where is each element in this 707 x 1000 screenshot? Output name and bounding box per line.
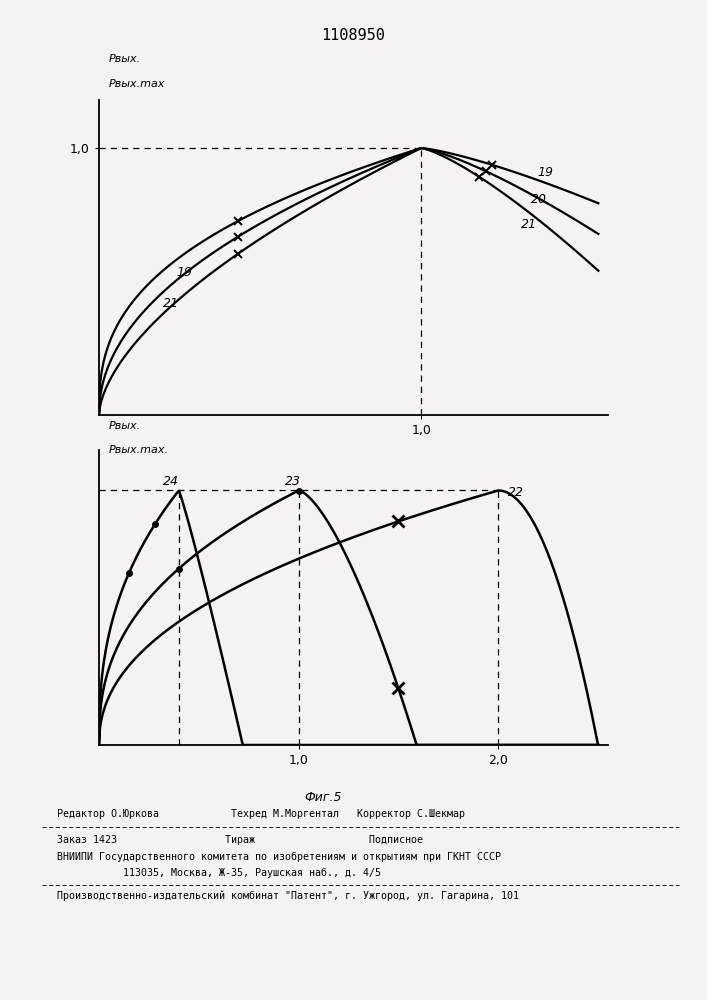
Text: 21: 21 [521,218,537,231]
Text: 23: 23 [285,475,300,488]
Text: Pвых.: Pвых. [109,54,141,64]
Text: Pвых.: Pвых. [109,421,141,431]
Text: 19: 19 [537,166,553,179]
Text: Заказ 1423                  Тираж                   Подписное: Заказ 1423 Тираж Подписное [57,835,423,845]
Text: 1108950: 1108950 [322,28,385,43]
Text: Pвых.max.: Pвых.max. [109,445,169,455]
Text: 21: 21 [163,297,180,310]
Text: Pвых.max: Pвых.max [109,79,165,89]
Text: 19: 19 [176,266,192,279]
Text: Фиг.5: Фиг.5 [304,791,341,804]
Text: 20: 20 [531,193,547,206]
Text: Редактор О.Юркова            Техред М.Моргентал   Корректор С.Шекмар: Редактор О.Юркова Техред М.Моргентал Кор… [57,809,464,819]
Text: ВНИИПИ Государственного комитета по изобретениям и открытиям при ГКНТ СССР: ВНИИПИ Государственного комитета по изоб… [57,852,501,862]
Text: 22: 22 [508,486,524,499]
Text: Производственно-издательский комбинат "Патент", г. Ужгород, ул. Гагарина, 101: Производственно-издательский комбинат "П… [57,891,518,901]
Text: Фиг.4: Фиг.4 [360,459,398,472]
Text: 24: 24 [163,475,179,488]
Text: 113035, Москва, Ж-35, Раушская наб., д. 4/5: 113035, Москва, Ж-35, Раушская наб., д. … [57,868,380,878]
